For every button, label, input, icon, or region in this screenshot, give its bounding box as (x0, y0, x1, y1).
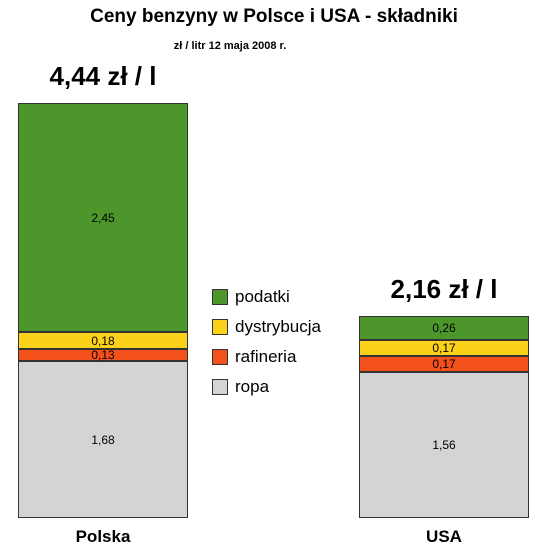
legend-label-ropa: ropa (235, 377, 270, 396)
legend-swatch-rafineria (212, 349, 228, 365)
legend-item-rafineria: rafineria (212, 342, 321, 372)
data-label: 0,13 (91, 348, 115, 362)
bar-segment-podatki-polska: 2,45 (18, 103, 188, 332)
data-label: 0,26 (432, 321, 456, 335)
legend-swatch-ropa (212, 379, 228, 395)
data-label: 0,17 (432, 341, 456, 355)
data-label: 0,17 (432, 357, 456, 371)
bar-segment-rafineria-polska: 0,13 (18, 348, 188, 362)
legend-item-dystrybucja: dystrybucja (212, 312, 321, 342)
bar-total-label-polska: 4,44 zł / l (49, 61, 157, 91)
bar-segment-podatki-usa: 0,26 (359, 316, 529, 340)
chart-subtitle: zł / litr 12 maja 2008 r. (173, 40, 287, 52)
legend-label-dystrybucja: dystrybucja (235, 317, 321, 336)
chart-title: Ceny benzyny w Polsce i USA - składniki (90, 6, 458, 27)
bar-segment-ropa-usa: 1,56 (359, 372, 529, 518)
bar-total-label-usa: 2,16 zł / l (390, 274, 498, 304)
legend-label-rafineria: rafineria (235, 347, 297, 366)
legend-item-ropa: ropa (212, 372, 321, 402)
bar-segment-dystrybucja-usa: 0,17 (359, 340, 529, 356)
legend-label-podatki: podatki (235, 287, 290, 306)
bar-segment-dystrybucja-polska: 0,18 (18, 332, 188, 349)
data-label: 2,45 (91, 210, 115, 225)
legend-swatch-podatki (212, 289, 228, 305)
legend-swatch-dystrybucja (212, 319, 228, 335)
data-label: 1,56 (432, 438, 456, 452)
bar-segment-rafineria-usa: 0,17 (359, 356, 529, 372)
legend: podatki dystrybucja rafineria ropa (212, 282, 321, 402)
legend-item-podatki: podatki (212, 282, 321, 312)
category-label-usa: USA (426, 527, 462, 546)
category-label-polska: Polska (75, 527, 131, 546)
data-label: 1,68 (91, 432, 115, 447)
data-label: 0,18 (91, 333, 115, 348)
bar-segment-ropa-polska: 1,68 (18, 361, 188, 518)
